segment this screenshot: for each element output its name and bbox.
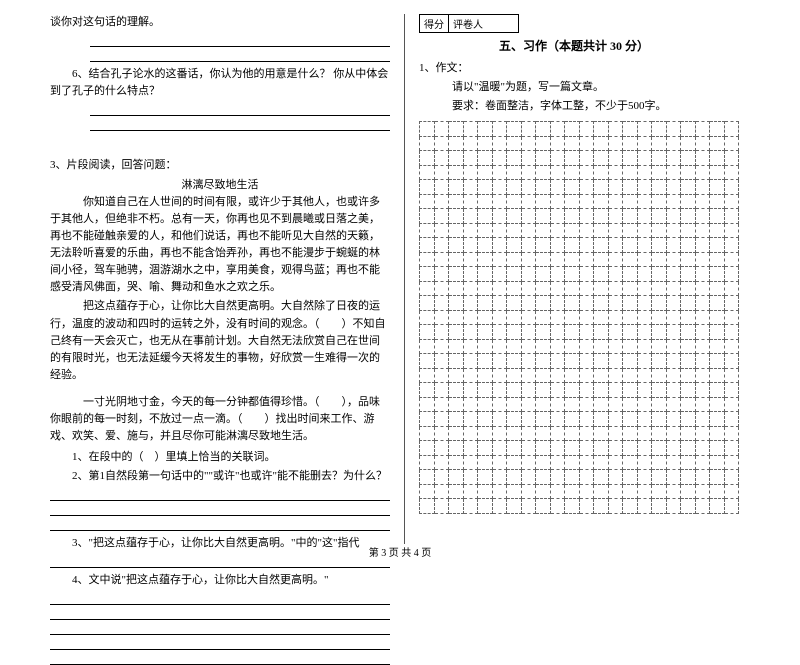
- answer-blank[interactable]: [50, 621, 390, 635]
- essay-req: 要求：卷面整洁，字体工整，不少于500字。: [452, 98, 760, 115]
- passage-p2: 把这点蕴存于心，让你比大自然更高明。大自然除了日夜的运行，温度的波动和四时的运转…: [50, 298, 390, 383]
- intro-line: 谈你对这句话的理解。: [50, 14, 390, 31]
- answer-blank[interactable]: [50, 606, 390, 620]
- right-column: 得分 评卷人 五、习作（本题共计 30 分） 1、作文： 请以"温暖"为题，写一…: [419, 14, 760, 544]
- grader-label: 评卷人: [449, 15, 487, 32]
- writing-grid[interactable]: [419, 121, 760, 514]
- answer-blank[interactable]: [50, 591, 390, 605]
- page-footer: 第 3 页 共 4 页: [0, 544, 800, 559]
- answer-blank[interactable]: [90, 33, 390, 47]
- answer-blank[interactable]: [50, 636, 390, 650]
- passage-p1: 你知道自己在人世间的时间有限，或许少于其他人，也或许多于其他人，但绝非不朽。总有…: [50, 194, 390, 296]
- answer-blank[interactable]: [50, 502, 390, 516]
- answer-blank[interactable]: [90, 117, 390, 131]
- q3-heading: 3、片段阅读，回答问题：: [50, 157, 390, 174]
- score-box: 得分 评卷人: [419, 14, 519, 33]
- column-divider: [404, 14, 405, 544]
- sub-q4: 4、文中说"把这点蕴存于心，让你比大自然更高明。": [50, 572, 390, 589]
- answer-blank[interactable]: [50, 517, 390, 531]
- passage-title: 淋漓尽致地生活: [50, 176, 390, 192]
- answer-blank[interactable]: [90, 48, 390, 62]
- answer-blank[interactable]: [90, 102, 390, 116]
- q6-text: 6、结合孔子论水的这番话，你认为他的用意是什么？ 你从中体会到了孔子的什么特点？: [50, 66, 390, 100]
- answer-blank[interactable]: [50, 487, 390, 501]
- section-title: 五、习作（本题共计 30 分）: [499, 37, 760, 54]
- score-label: 得分: [420, 15, 449, 32]
- essay-prompt: 请以"温暖"为题，写一篇文章。: [452, 79, 760, 96]
- sub-q1: 1、在段中的（ ）里填上恰当的关联词。: [50, 449, 390, 466]
- sub-q2: 2、第1自然段第一句话中的""或许"也或许"能不能删去？为什么？: [50, 468, 390, 485]
- essay-q-num: 1、作文：: [419, 60, 760, 77]
- answer-blank[interactable]: [50, 651, 390, 665]
- passage-p3: 一寸光阴地寸金，今天的每一分钟都值得珍惜。（ ），品味你眼前的每一时刻，不放过一…: [50, 394, 390, 445]
- left-column: 谈你对这句话的理解。 6、结合孔子论水的这番话，你认为他的用意是什么？ 你从中体…: [50, 14, 390, 544]
